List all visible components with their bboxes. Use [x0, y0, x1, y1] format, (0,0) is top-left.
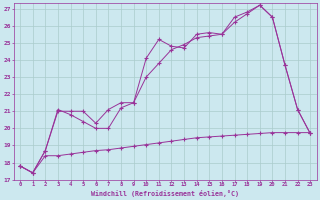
X-axis label: Windchill (Refroidissement éolien,°C): Windchill (Refroidissement éolien,°C): [91, 190, 239, 197]
